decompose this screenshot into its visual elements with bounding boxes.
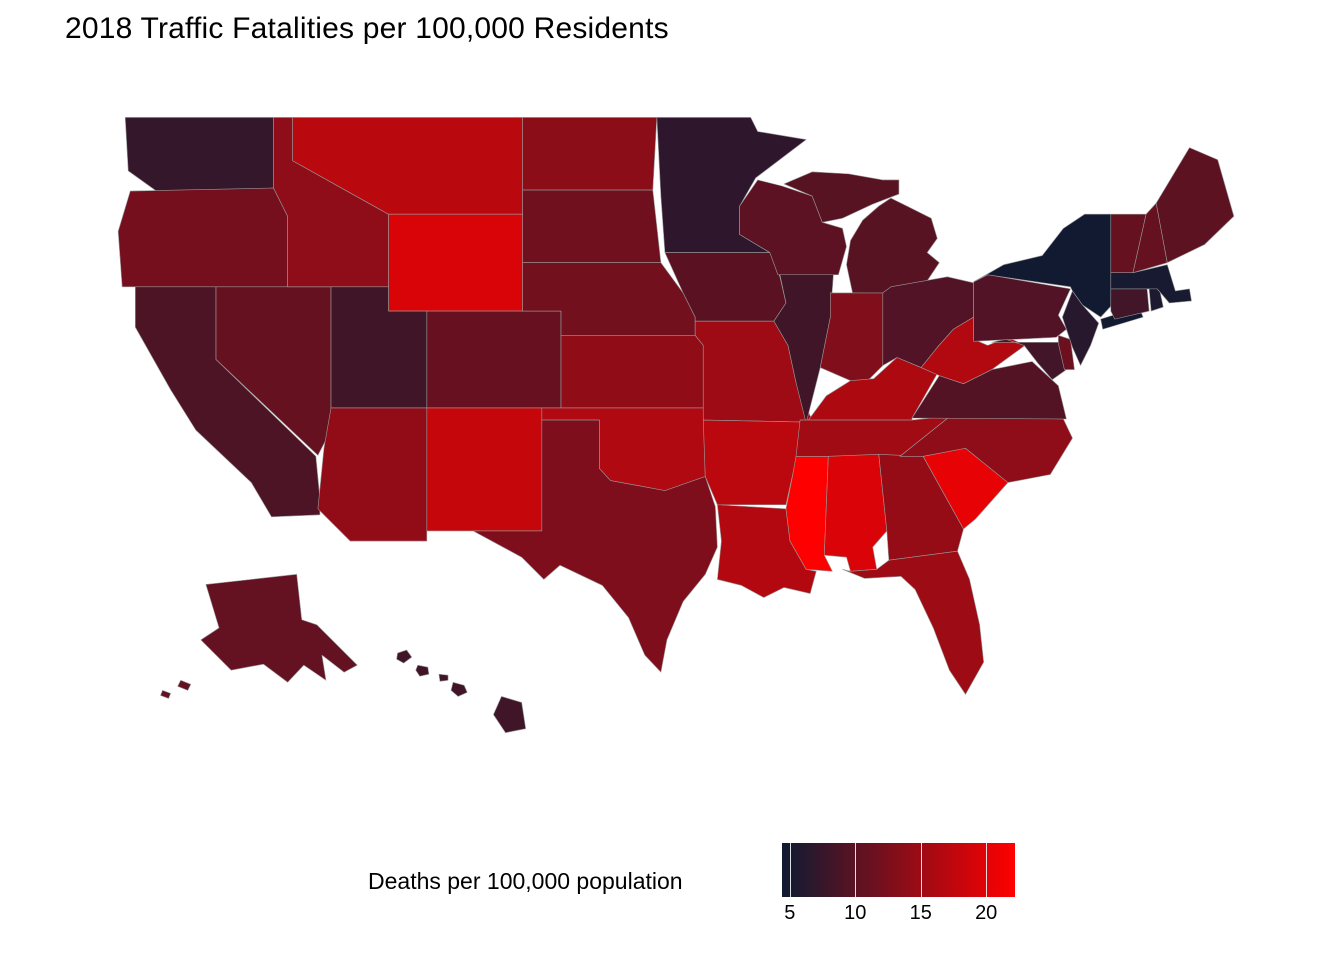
legend-title: Deaths per 100,000 population (368, 868, 683, 894)
legend-tick-label: 5 (784, 902, 796, 924)
state-ma (1110, 264, 1192, 304)
state-ak (160, 574, 358, 699)
state-fl (842, 550, 984, 695)
legend-tick-mark (986, 843, 988, 897)
state-de (1058, 334, 1075, 370)
us-choropleth-map (100, 75, 1250, 761)
page-title: 2018 Traffic Fatalities per 100,000 Resi… (65, 12, 669, 45)
legend-tick-mark (855, 843, 857, 897)
legend-tick-label: 10 (844, 902, 867, 924)
state-ar (702, 419, 805, 506)
state-or (117, 187, 288, 288)
state-hi (396, 649, 527, 734)
state-me (1155, 147, 1235, 263)
state-nd (522, 117, 658, 191)
state-nm (426, 407, 543, 532)
state-nc (899, 415, 1073, 483)
state-ct (1110, 288, 1150, 320)
state-wy (388, 213, 523, 312)
state-mi (783, 171, 940, 295)
state-wi (739, 179, 847, 276)
state-sd (522, 189, 662, 263)
state-pa (973, 274, 1071, 342)
us-map-svg (117, 117, 1235, 734)
legend-tick-mark (920, 843, 922, 897)
state-tx (472, 419, 718, 673)
state-nj (1062, 290, 1099, 366)
states-layer (117, 117, 1235, 734)
legend-tick-labels: 5 10 15 20 (782, 902, 1015, 926)
state-ks (560, 334, 704, 409)
legend-tick-label: 15 (909, 902, 932, 924)
state-co (426, 310, 562, 409)
legend-tick-mark (789, 843, 791, 897)
state-al (823, 454, 888, 572)
legend-tick-label: 20 (975, 902, 998, 924)
state-az (317, 407, 428, 542)
legend-colorbar (782, 843, 1015, 897)
state-wa (124, 117, 274, 195)
